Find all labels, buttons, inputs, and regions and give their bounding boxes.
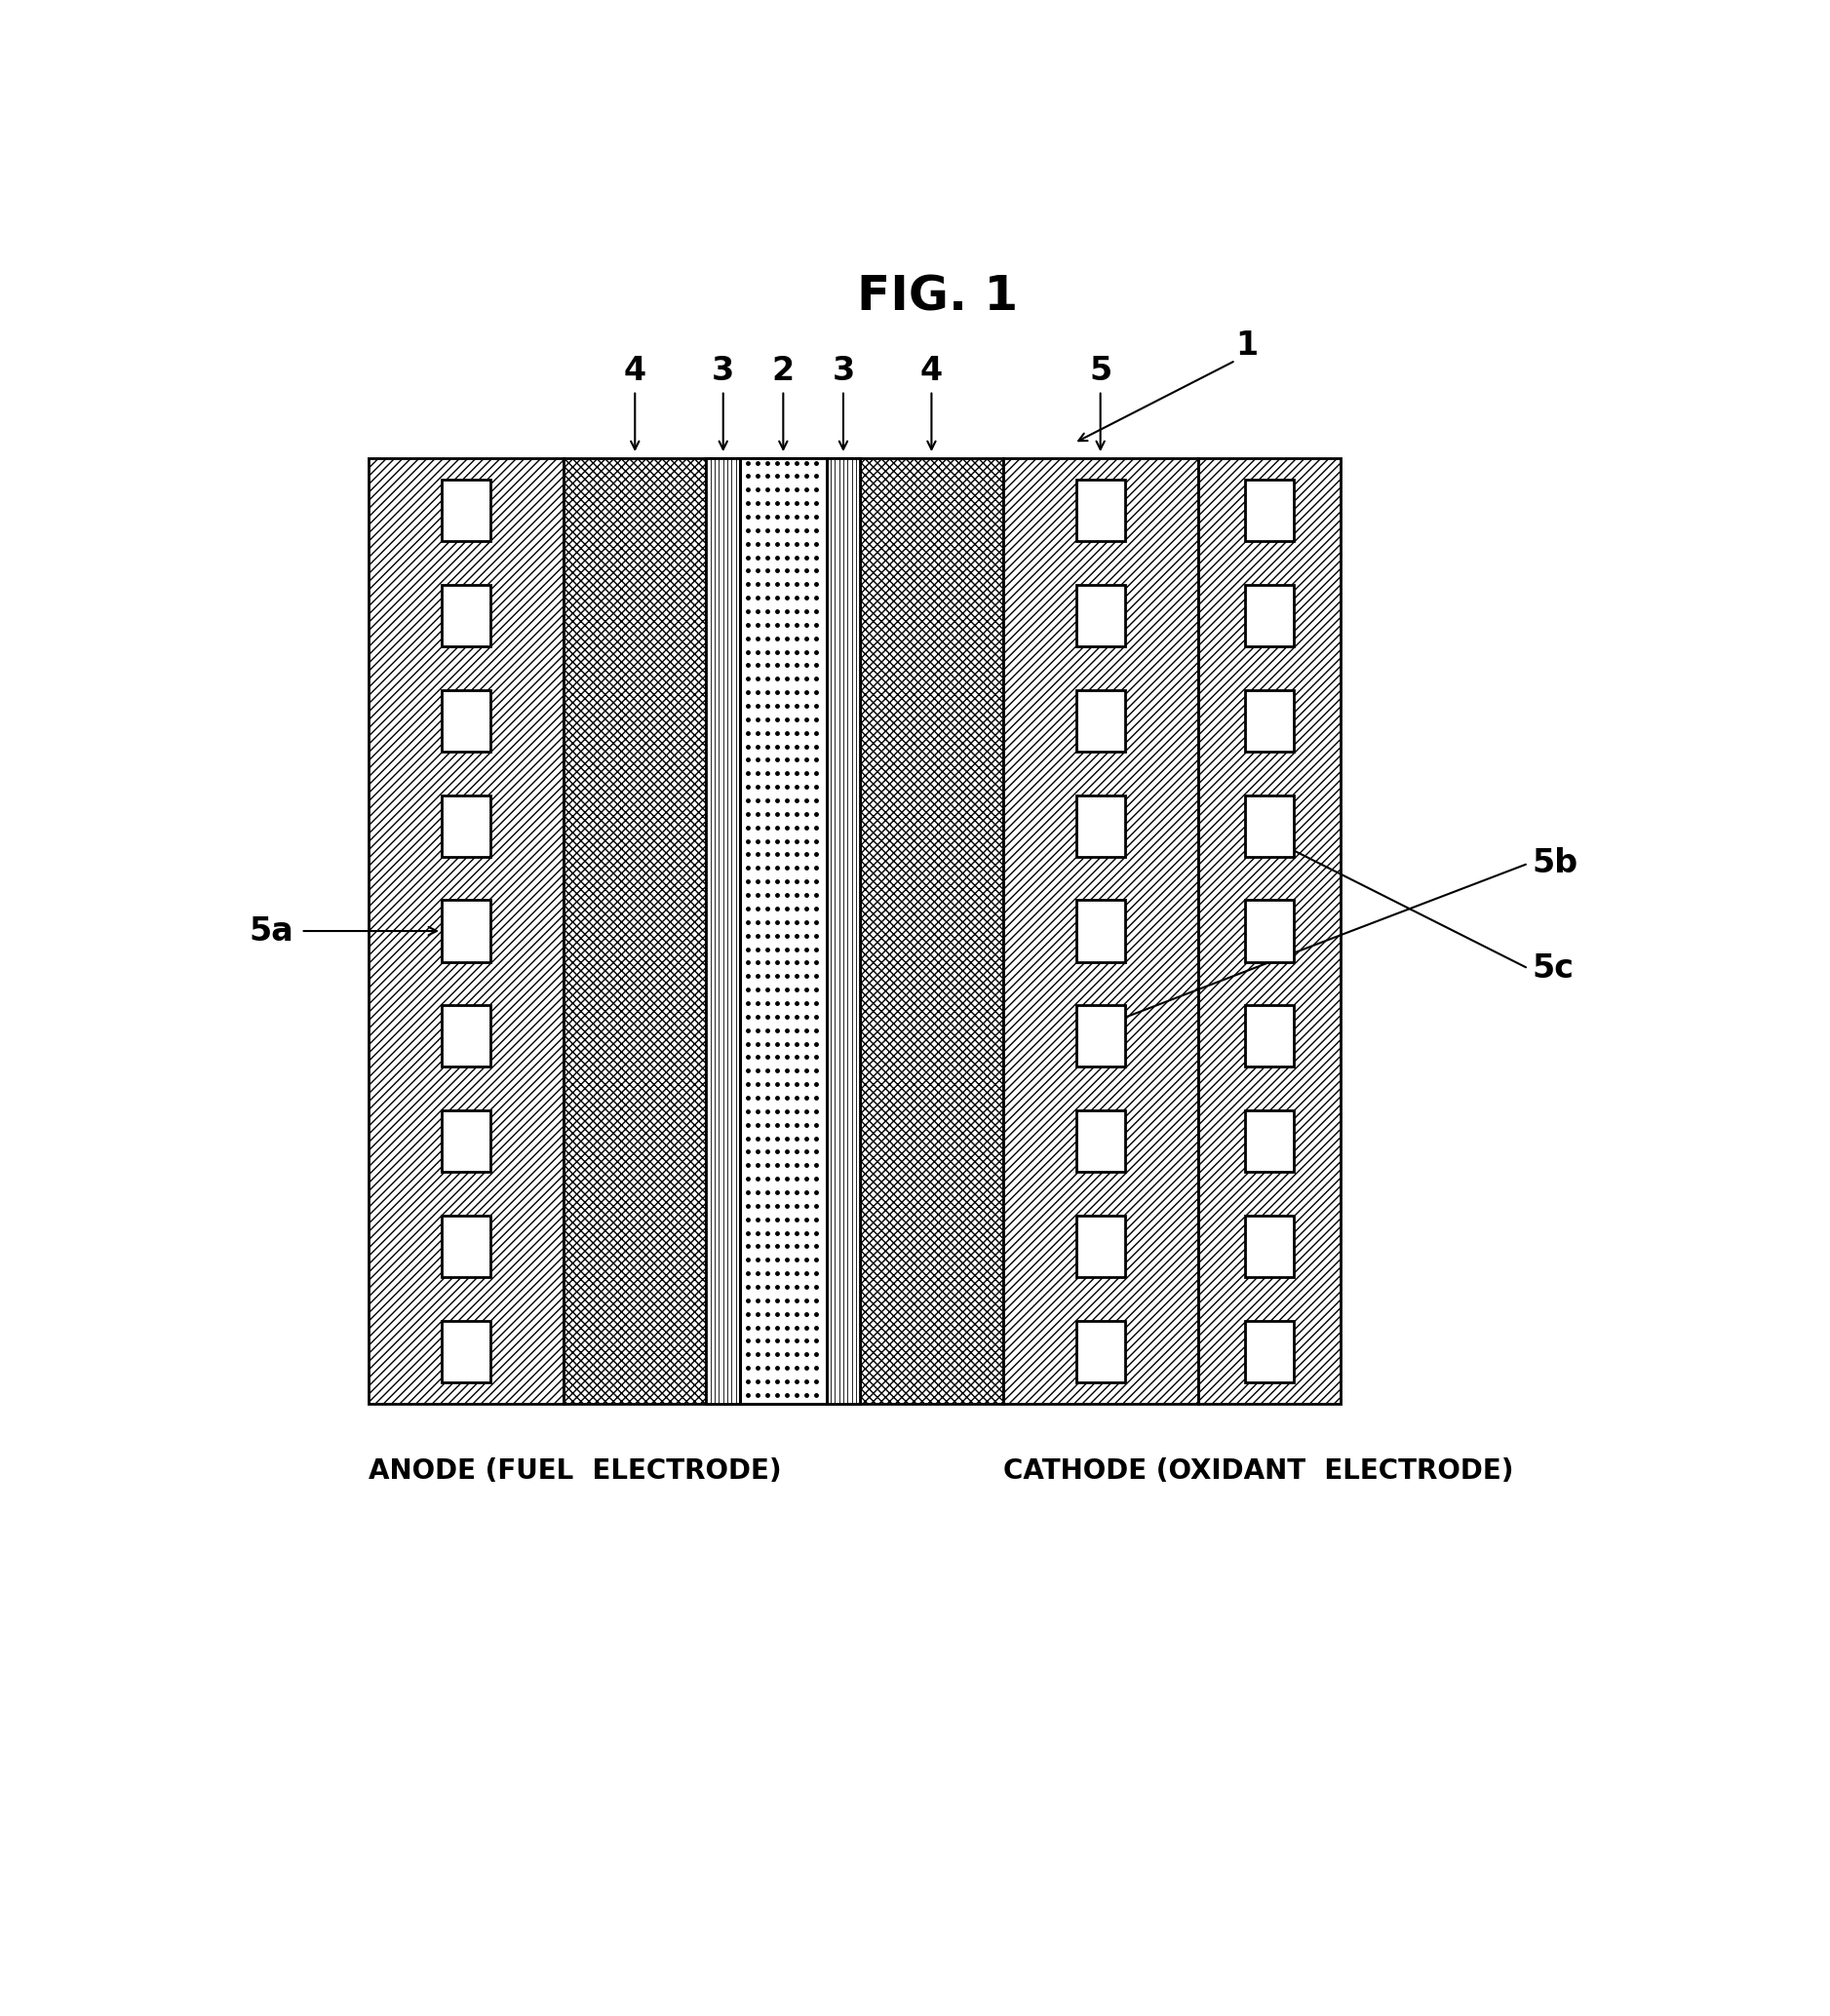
Text: ANODE (FUEL  ELECTRODE): ANODE (FUEL ELECTRODE) (368, 1458, 781, 1486)
Bar (441, 689, 490, 752)
Text: FIG. 1: FIG. 1 (856, 274, 1019, 321)
Text: 4: 4 (624, 355, 646, 387)
Bar (706, 458, 739, 1403)
Bar (739, 458, 827, 1403)
Bar (1244, 794, 1294, 857)
Text: 5b: 5b (1532, 847, 1577, 879)
Bar (441, 1320, 490, 1383)
Bar (1244, 1320, 1294, 1383)
Bar (441, 1111, 490, 1171)
Bar (1076, 585, 1125, 647)
Bar (564, 458, 706, 1403)
Bar (1076, 901, 1125, 962)
Text: 4: 4 (920, 355, 942, 387)
Text: 5c: 5c (1532, 952, 1574, 984)
Bar (368, 458, 564, 1403)
Text: CATHODE (OXIDANT  ELECTRODE): CATHODE (OXIDANT ELECTRODE) (1003, 1458, 1513, 1486)
Bar (441, 1006, 490, 1066)
Text: 3: 3 (712, 355, 734, 387)
Text: 3: 3 (833, 355, 855, 387)
Bar (1244, 1006, 1294, 1066)
Text: 1: 1 (1235, 329, 1257, 361)
Bar (739, 458, 827, 1403)
Bar (1244, 901, 1294, 962)
Bar (1076, 689, 1125, 752)
Bar (827, 458, 860, 1403)
Text: 5: 5 (1089, 355, 1113, 387)
Bar (1076, 1006, 1125, 1066)
Bar (1244, 1111, 1294, 1171)
Bar (1076, 1320, 1125, 1383)
Bar (1244, 480, 1294, 542)
Bar (706, 458, 739, 1403)
Bar (1244, 585, 1294, 647)
Bar (739, 458, 827, 1403)
Bar (1076, 1216, 1125, 1276)
Bar (441, 901, 490, 962)
Bar (1076, 794, 1125, 857)
Text: 5a: 5a (249, 915, 293, 948)
Bar (1076, 1111, 1125, 1171)
Bar (827, 458, 860, 1403)
Bar (827, 458, 860, 1403)
Text: 2: 2 (772, 355, 794, 387)
Bar (1244, 1216, 1294, 1276)
Bar (1003, 458, 1199, 1403)
Bar (860, 458, 1003, 1403)
Bar (441, 480, 490, 542)
Bar (441, 1216, 490, 1276)
Bar (441, 794, 490, 857)
Bar (1076, 480, 1125, 542)
Bar (441, 585, 490, 647)
Bar (706, 458, 739, 1403)
Bar (1199, 458, 1341, 1403)
Bar (1244, 689, 1294, 752)
